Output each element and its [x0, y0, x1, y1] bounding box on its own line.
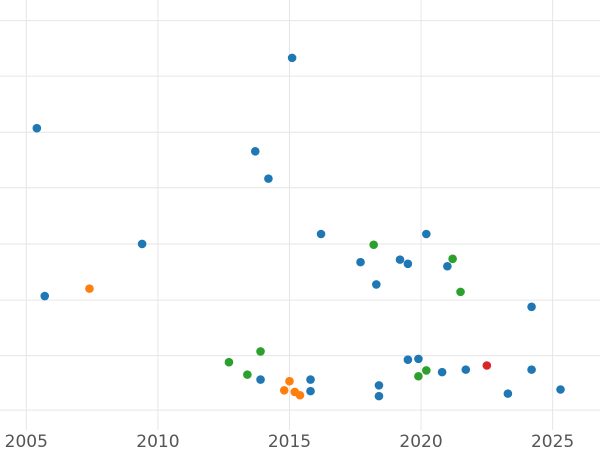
data-point-s3-7 [448, 254, 457, 264]
points-layer [32, 53, 565, 401]
data-point-s2-1 [85, 284, 94, 293]
data-point-s1-26 [556, 385, 565, 394]
data-point-s1-1 [32, 123, 42, 133]
x-tick-label-2015: 2015 [268, 432, 311, 450]
data-point-s1-19 [422, 229, 431, 239]
data-point-s1-10 [316, 229, 326, 239]
data-point-s1-24 [527, 302, 536, 312]
data-point-s3-5 [414, 371, 423, 381]
data-point-s2-5 [295, 390, 305, 400]
data-point-s1-25 [527, 365, 536, 374]
data-point-s1-8 [306, 375, 315, 384]
data-point-s1-22 [461, 365, 471, 374]
data-point-s3-2 [243, 370, 252, 379]
data-point-s4-1 [482, 361, 492, 370]
data-point-s1-9 [306, 386, 315, 396]
data-point-s1-7 [287, 53, 297, 63]
data-point-s1-20 [437, 367, 447, 377]
data-point-s2-2 [279, 386, 289, 395]
data-point-s1-6 [264, 174, 273, 183]
data-point-s1-17 [403, 355, 413, 364]
tick-labels-layer: 2005 2010 2015 2020 2025 [5, 432, 575, 450]
data-point-s1-3 [137, 239, 147, 249]
data-point-s3-8 [456, 287, 465, 297]
data-point-s1-13 [374, 381, 384, 390]
data-point-s1-14 [374, 391, 384, 401]
x-tick-label-2005: 2005 [5, 432, 48, 450]
data-point-s2-3 [285, 376, 294, 386]
data-point-s1-21 [443, 261, 452, 271]
data-point-s3-4 [369, 240, 378, 250]
data-point-s1-23 [503, 389, 513, 398]
x-tick-label-2020: 2020 [399, 432, 442, 450]
data-point-s1-15 [395, 255, 405, 264]
data-point-s1-12 [372, 280, 381, 289]
data-point-s1-2 [40, 291, 50, 301]
x-tick-label-2010: 2010 [136, 432, 179, 450]
data-point-s3-6 [422, 366, 431, 375]
data-point-s1-16 [403, 259, 413, 269]
data-point-s3-1 [224, 357, 234, 367]
data-point-s3-3 [256, 347, 265, 356]
grid-layer [0, 0, 600, 430]
data-point-s1-4 [250, 147, 260, 156]
data-point-s1-18 [414, 354, 423, 364]
data-point-s1-11 [356, 257, 365, 267]
x-tick-label-2025: 2025 [531, 432, 574, 450]
data-point-s1-5 [256, 375, 265, 384]
